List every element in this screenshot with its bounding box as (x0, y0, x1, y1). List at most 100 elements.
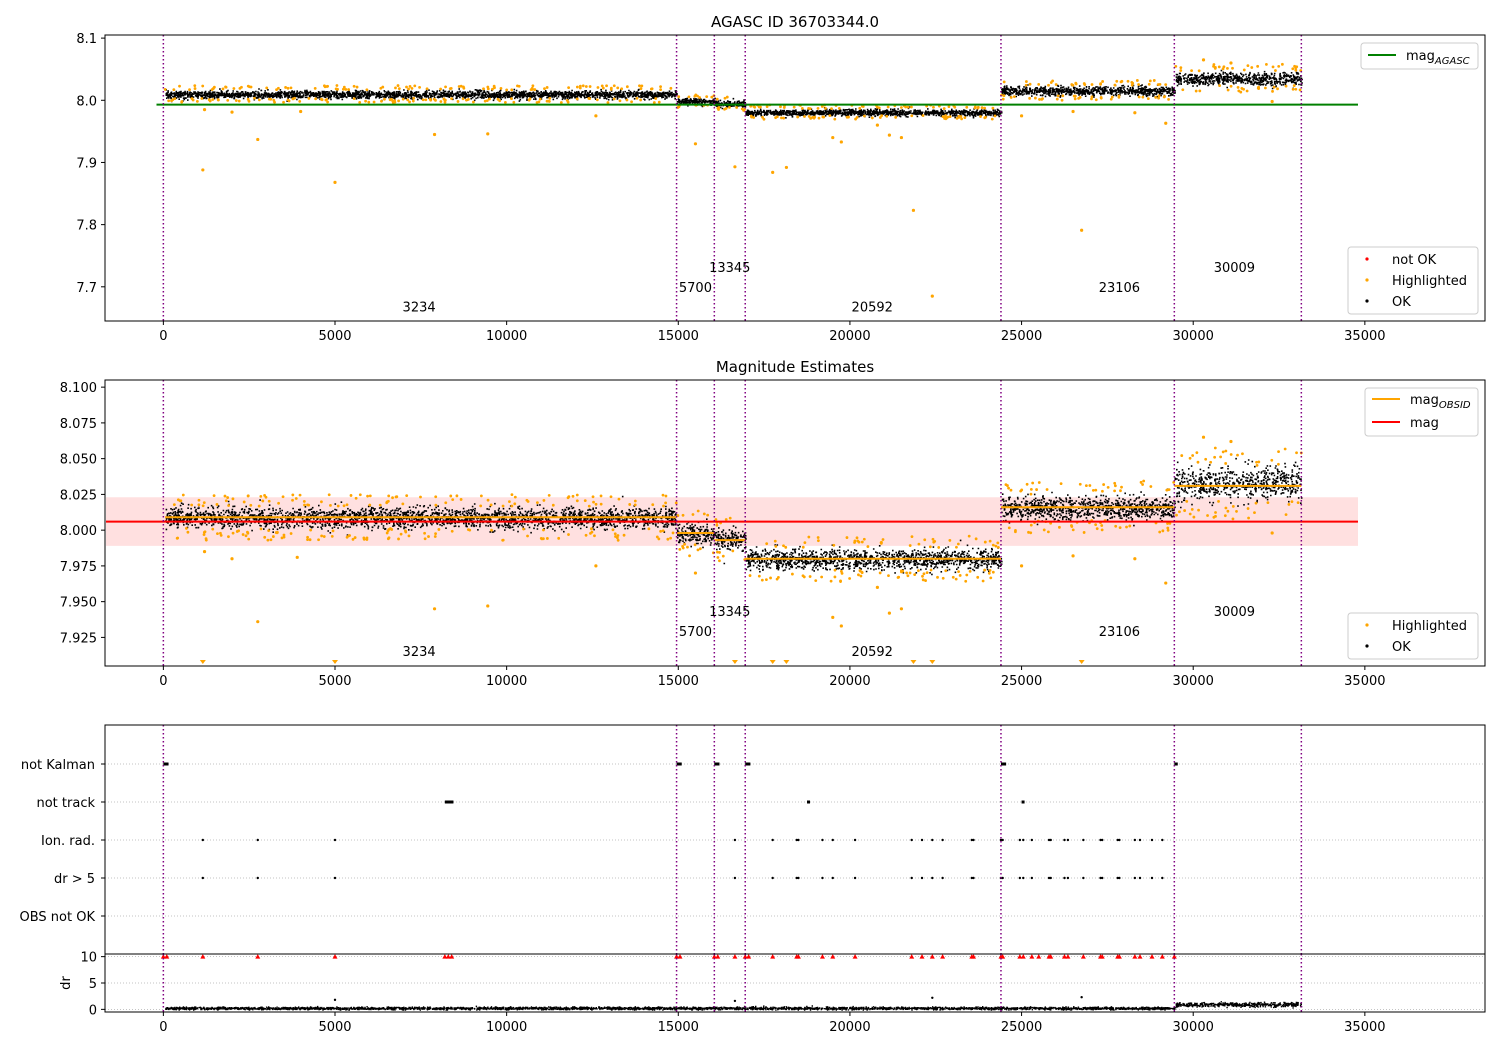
highlighted-point (246, 530, 249, 534)
highlighted-point (208, 99, 212, 103)
highlighted-point (330, 534, 334, 538)
highlighted-point (625, 85, 629, 89)
y-tick-label: 7.9 (76, 156, 97, 171)
highlighted-point (1212, 64, 1215, 68)
highlighted-point (212, 494, 216, 498)
highlighted-point (173, 97, 177, 100)
highlighted-point (863, 114, 866, 118)
highlighted-point (1027, 530, 1030, 534)
highlighted-point (1201, 435, 1206, 439)
highlighted-point (963, 116, 967, 120)
ok-points-obsid-5 (1174, 457, 1303, 509)
highlighted-point (575, 97, 579, 101)
highlighted-point (816, 106, 820, 110)
highlighted-point (1004, 483, 1008, 486)
highlighted-point (1101, 489, 1104, 493)
highlighted-point (824, 107, 827, 110)
legend-mag-label: mag (1410, 416, 1439, 431)
highlighted-point (748, 574, 752, 577)
flag-marker (970, 876, 973, 880)
flag-marker (1082, 876, 1085, 880)
highlighted-point (449, 494, 453, 498)
highlighted-point (216, 532, 219, 536)
highlighted-point (1197, 508, 1200, 512)
highlighted-point (1046, 530, 1050, 534)
highlighted-point (299, 109, 303, 114)
highlighted-point (1229, 84, 1233, 88)
highlighted-point (1242, 68, 1246, 72)
highlighted-point (419, 495, 422, 499)
dr-clipped-marker (1080, 954, 1086, 959)
highlighted-point (1253, 511, 1256, 515)
highlighted-point (948, 115, 952, 119)
highlighted-point (439, 100, 443, 103)
highlighted-point (1266, 501, 1270, 505)
highlighted-point (295, 555, 299, 559)
legend-lower: Highlighted OK (1347, 612, 1479, 660)
highlighted-point (303, 503, 306, 507)
highlighted-point (201, 168, 205, 172)
highlighted-point (683, 542, 686, 546)
flag-marker (714, 762, 720, 766)
y-tick-label: 8.1 (76, 32, 97, 47)
flag-marker (1133, 838, 1137, 842)
flag-marker (1133, 876, 1137, 880)
highlighted-point (1229, 453, 1233, 456)
highlighted-point (1196, 460, 1200, 464)
highlighted-point (1133, 111, 1137, 115)
highlighted-point (282, 535, 286, 539)
highlighted-point (227, 504, 231, 507)
highlighted-point (308, 538, 312, 542)
highlighted-point (714, 518, 718, 521)
highlighted-point (1025, 80, 1028, 83)
highlighted-point (1164, 83, 1168, 87)
highlighted-point (326, 100, 329, 104)
dr-tick-label: 0 (89, 1003, 97, 1018)
highlighted-point (461, 97, 465, 101)
highlighted-point (696, 509, 700, 513)
highlighted-point (281, 495, 285, 499)
highlighted-point (1296, 501, 1300, 505)
axes-frame (104, 34, 1486, 322)
highlighted-point (326, 84, 330, 88)
highlighted-point (1179, 66, 1183, 70)
highlighted-point (1284, 84, 1288, 88)
highlighted-point (1255, 463, 1259, 467)
highlighted-point (486, 85, 490, 89)
highlighted-point (771, 170, 775, 175)
highlighted-point (710, 95, 714, 99)
highlighted-point (590, 530, 594, 534)
highlighted-point (857, 573, 860, 577)
highlighted-point (516, 84, 519, 88)
highlighted-point (226, 496, 230, 499)
x-tick-label: 5000 (318, 674, 351, 689)
highlighted-point (652, 101, 656, 104)
highlighted-point (1272, 85, 1276, 89)
highlighted-point (575, 493, 579, 497)
highlighted-point (1264, 86, 1267, 90)
highlighted-point (1194, 89, 1198, 93)
highlighted-point (354, 496, 358, 500)
highlighted-point (905, 571, 909, 575)
highlighted-point (1071, 528, 1075, 532)
highlighted-point (817, 116, 821, 120)
highlighted-point (211, 98, 215, 101)
highlighted-point (1106, 485, 1110, 489)
highlighted-point (319, 97, 323, 101)
highlighted-point (904, 105, 908, 109)
highlighted-point (831, 135, 835, 140)
highlighted-point (1113, 83, 1117, 87)
flag-marker (1001, 876, 1004, 880)
highlighted-point (801, 545, 805, 549)
highlighted-point (906, 574, 910, 578)
legend-highlighted-marker (1365, 623, 1369, 627)
legend-lower: not OK Highlighted OK (1347, 246, 1479, 315)
highlighted-point (718, 559, 721, 563)
highlighted-point (365, 88, 369, 92)
highlighted-point (1028, 82, 1032, 86)
highlighted-point (411, 99, 415, 103)
offscale-marker (731, 660, 738, 664)
highlighted-point (723, 96, 727, 100)
flag-marker (163, 762, 169, 766)
legend-not-ok-marker (1365, 257, 1369, 261)
